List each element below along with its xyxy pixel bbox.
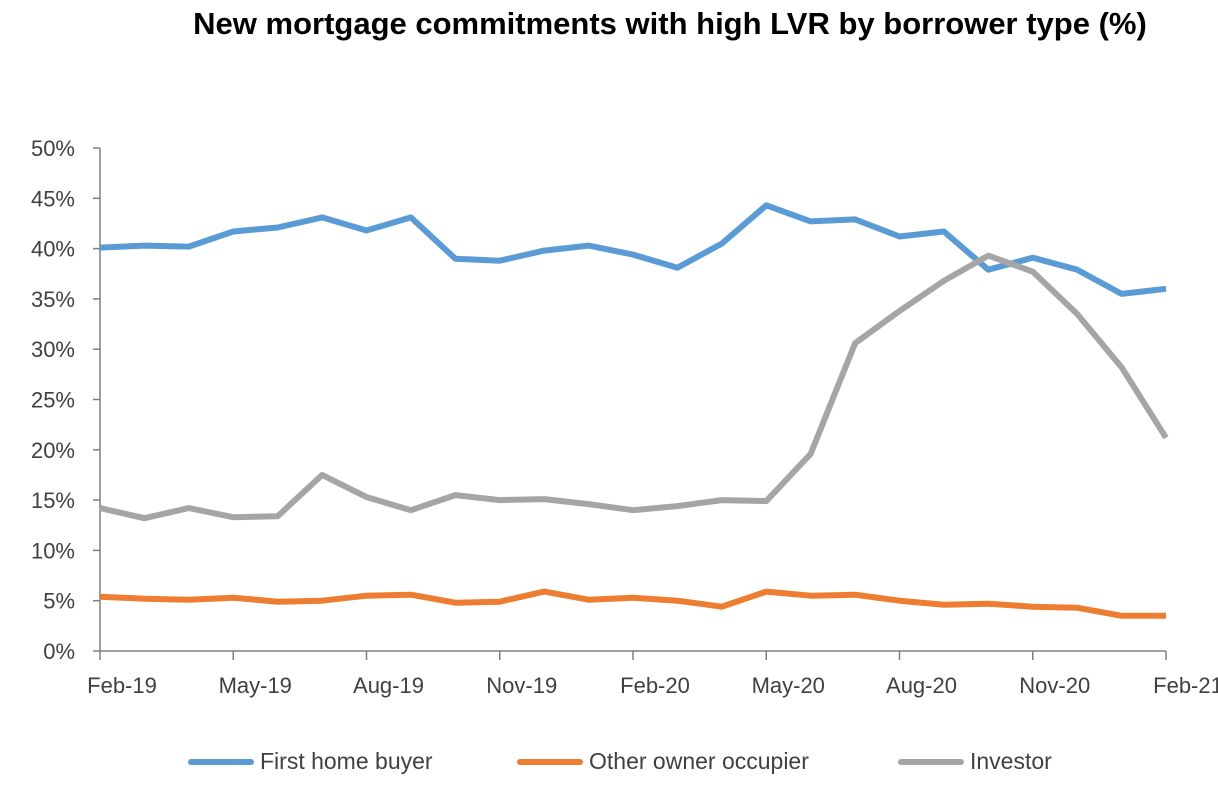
x-tick-label: Feb-21 xyxy=(1153,673,1218,698)
legend-label-investor: Investor xyxy=(970,748,1052,774)
x-tick-label: May-19 xyxy=(219,673,292,698)
y-tick-label: 50% xyxy=(31,136,75,161)
x-axis: Feb-19 May-19 Aug-19 Nov-19 Feb-20 May-20 Aug-… xyxy=(87,650,1218,698)
series-line-other-owner-occupier xyxy=(99,588,1166,619)
legend-item-investor: Investor xyxy=(898,748,1052,775)
legend: First home buyer Other owner occupier In… xyxy=(0,748,1218,780)
legend-label-first-home-buyer: First home buyer xyxy=(260,748,433,774)
legend-item-other-owner-occupier: Other owner occupier xyxy=(517,748,809,775)
legend-swatch-other-owner-occupier xyxy=(517,758,583,765)
chart-title: New mortgage commitments with high LVR b… xyxy=(193,6,1147,41)
x-tick-label: Feb-20 xyxy=(620,673,690,698)
legend-label-other-owner-occupier: Other owner occupier xyxy=(589,748,809,774)
y-axis: 0% 5% 10% 15% 20% 25% 30% 35% 40% 45% 50% xyxy=(31,136,101,664)
legend-item-first-home-buyer: First home buyer xyxy=(188,748,433,775)
x-tick-label: Nov-19 xyxy=(486,673,557,698)
y-tick-label: 20% xyxy=(31,438,75,463)
y-tick-label: 30% xyxy=(31,337,75,362)
y-tick-label: 15% xyxy=(31,488,75,513)
y-tick-label: 10% xyxy=(31,538,75,563)
y-tick-label: 0% xyxy=(43,639,75,664)
series-layer xyxy=(99,202,1169,619)
y-tick-label: 25% xyxy=(31,388,75,413)
x-tick-label: Aug-19 xyxy=(353,673,424,698)
y-tick-label: 5% xyxy=(43,589,75,614)
y-tick-label: 45% xyxy=(31,186,75,211)
series-line-first-home-buyer xyxy=(99,202,1167,297)
legend-swatch-investor xyxy=(898,758,964,765)
x-tick-label: Aug-20 xyxy=(886,673,957,698)
y-tick-label: 40% xyxy=(31,237,75,262)
x-tick-label: May-20 xyxy=(752,673,825,698)
legend-swatch-first-home-buyer xyxy=(188,758,254,765)
x-tick-label: Feb-19 xyxy=(87,673,157,698)
y-tick-label: 35% xyxy=(31,287,75,312)
series-line-investor xyxy=(99,252,1169,522)
x-tick-label: Nov-20 xyxy=(1019,673,1090,698)
